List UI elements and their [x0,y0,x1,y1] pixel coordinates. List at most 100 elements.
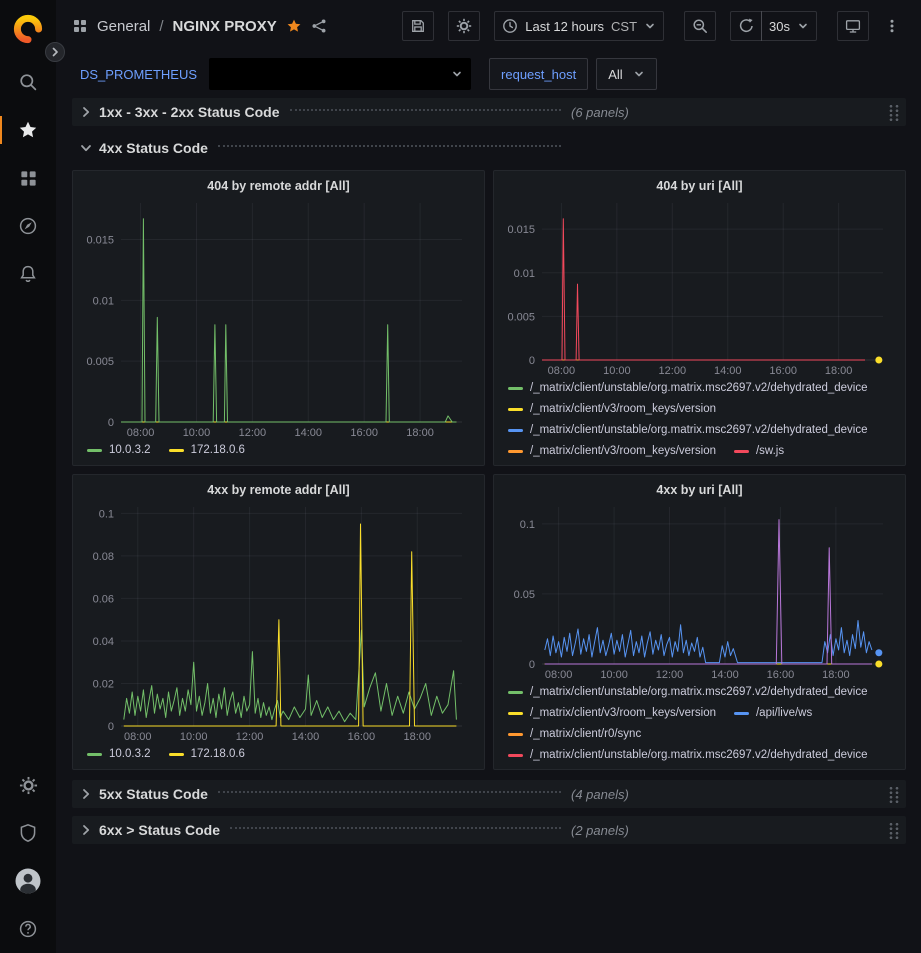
request-host-value-select[interactable]: All [596,58,657,90]
sidebar-item-starred[interactable] [0,106,56,154]
sidebar [0,0,56,953]
legend-swatch [733,449,749,453]
row-drag-handle-icon[interactable] [887,103,899,121]
legend-item[interactable]: 10.0.3.2 [87,748,151,760]
legend-item[interactable]: /_matrix/client/r0/sync [508,728,641,740]
sidebar-item-explore[interactable] [0,202,56,250]
legend-swatch [87,752,102,756]
sidebar-item-alerting[interactable] [0,250,56,298]
legend-item[interactable]: 172.18.0.6 [168,444,245,456]
row-drag-handle-icon[interactable] [887,821,899,839]
svg-text:14:00: 14:00 [711,669,739,681]
sidebar-item-search[interactable] [0,58,56,106]
chevron-right-icon [49,46,61,58]
zoom-out-time-button[interactable] [684,11,717,41]
share-icon[interactable] [311,18,327,34]
svg-text:0: 0 [529,659,535,671]
legend-item[interactable]: /_matrix/client/unstable/org.matrix.msc2… [508,749,868,761]
svg-text:0.01: 0.01 [93,295,114,307]
refresh-icon [738,18,754,34]
save-icon [410,18,426,34]
legend-label: /_matrix/client/v3/room_keys/version [530,707,716,719]
legend-swatch [508,690,523,694]
chart-4xx-by-uri[interactable]: 08:00 10:00 12:00 14:00 16:00 18:00 0 0.05 0.1 [502,499,897,681]
svg-text:0.06: 0.06 [93,593,114,605]
row-header-5xx[interactable]: 5xx Status Code (4 panels) [72,780,906,808]
sidebar-item-dashboards[interactable] [0,154,56,202]
chart-404-by-uri[interactable]: 08:00 10:00 12:00 14:00 16:00 18:00 0 0.005 0.01… [502,195,897,377]
breadcrumb-section[interactable]: General [97,17,151,35]
legend-swatch [168,752,184,756]
row-dotted-leader [217,145,561,147]
panel-title[interactable]: 4xx by remote addr [All] [207,483,350,497]
legend-item[interactable]: 172.18.0.6 [168,748,245,760]
row-header-6xx[interactable]: 6xx > Status Code (2 panels) [72,816,906,844]
legend-item[interactable]: /sw.js [733,445,784,457]
caret-down-icon [797,20,809,32]
panel-title[interactable]: 404 by uri [All] [656,179,743,193]
svg-text:12:00: 12:00 [659,365,687,377]
row-drag-handle-icon[interactable] [887,785,899,803]
dashboard-squares-icon [72,18,88,34]
svg-text:0.04: 0.04 [93,636,114,648]
legend-item[interactable]: /_matrix/client/v3/room_keys/version [508,403,716,415]
toolbar: Last 12 hours CST 30s [402,11,907,41]
variable-label-request-host[interactable]: request_host [489,58,589,90]
chart-404-by-remote-addr[interactable]: 08:00 10:00 12:00 14:00 16:00 18:00 0 0.005 0.01… [81,195,476,439]
panel-title[interactable]: 404 by remote addr [All] [207,179,350,193]
legend-label: 172.18.0.6 [190,444,245,456]
chevron-down-icon [79,141,93,155]
legend-item[interactable]: /_matrix/client/unstable/org.matrix.msc2… [508,382,868,394]
legend-swatch [508,449,523,453]
favorite-star-icon[interactable] [286,18,302,34]
shield-icon [18,823,38,843]
chart-4xx-by-remote-addr[interactable]: 08:00 10:00 12:00 14:00 16:00 18:00 0 0.02 0.04 0… [81,499,476,743]
panel-404-by-remote-addr: 404 by remote addr [All] 08:00 10:00 12:00… [72,170,485,466]
legend: /_matrix/client/unstable/org.matrix.msc2… [502,681,897,765]
sidebar-expand-button[interactable] [45,42,65,62]
svg-text:14:00: 14:00 [714,365,742,377]
refresh-button[interactable] [730,11,763,41]
sidebar-item-profile[interactable] [0,857,56,905]
monitor-icon [845,18,861,34]
time-range-picker[interactable]: Last 12 hours CST [494,11,665,41]
legend-item[interactable]: /_matrix/client/unstable/org.matrix.msc2… [508,424,868,436]
refresh-interval-label: 30s [769,18,790,34]
legend-item[interactable]: 10.0.3.2 [87,444,151,456]
dashboard-settings-button[interactable] [448,11,481,41]
row-header-4xx[interactable]: 4xx Status Code [72,134,906,162]
datasource-value-select[interactable] [209,58,472,90]
grafana-logo[interactable] [0,0,56,58]
refresh-interval-picker[interactable]: 30s [761,11,817,41]
legend-label: /_matrix/client/r0/sync [530,728,642,740]
tv-mode-button[interactable] [837,11,869,41]
sidebar-item-configuration[interactable] [0,761,56,809]
sidebar-item-help[interactable] [0,905,56,953]
svg-text:14:00: 14:00 [295,427,323,439]
svg-text:0.015: 0.015 [507,224,535,236]
panel-title[interactable]: 4xx by uri [All] [656,483,743,497]
row-dotted-leader [217,791,561,793]
svg-text:0.1: 0.1 [520,519,535,531]
legend-label: 10.0.3.2 [109,748,151,760]
row-header-1xx-3xx-2xx[interactable]: 1xx - 3xx - 2xx Status Code (6 panels) [72,98,906,126]
save-dashboard-button[interactable] [402,11,435,41]
svg-text:0.005: 0.005 [86,356,114,368]
sidebar-item-server-admin[interactable] [0,809,56,857]
dashboard-canvas: 1xx - 3xx - 2xx Status Code (6 panels) 4… [56,96,921,953]
variable-label-ds-prometheus[interactable]: DS_PROMETHEUS [80,66,198,82]
legend-item[interactable]: /api/live/ws [733,707,812,719]
legend-item[interactable]: /_matrix/client/v3/room_keys/version [508,707,716,719]
legend-swatch [508,386,523,390]
more-options-button[interactable] [877,11,907,41]
svg-text:16:00: 16:00 [769,365,797,377]
svg-text:12:00: 12:00 [236,731,264,743]
legend-item[interactable]: /_matrix/client/v3/room_keys/version [508,445,716,457]
time-range-label: Last 12 hours [525,18,605,34]
panel-4xx-by-uri: 4xx by uri [All] 08:00 10:00 12:00 14:00 16:… [493,474,906,770]
legend-item[interactable]: /_matrix/client/unstable/org.matrix.msc2… [508,686,868,698]
svg-text:0: 0 [108,417,114,429]
legend-swatch [508,711,523,715]
breadcrumb: General / NGINX PROXY [72,18,327,35]
page-title: NGINX PROXY [172,17,277,35]
